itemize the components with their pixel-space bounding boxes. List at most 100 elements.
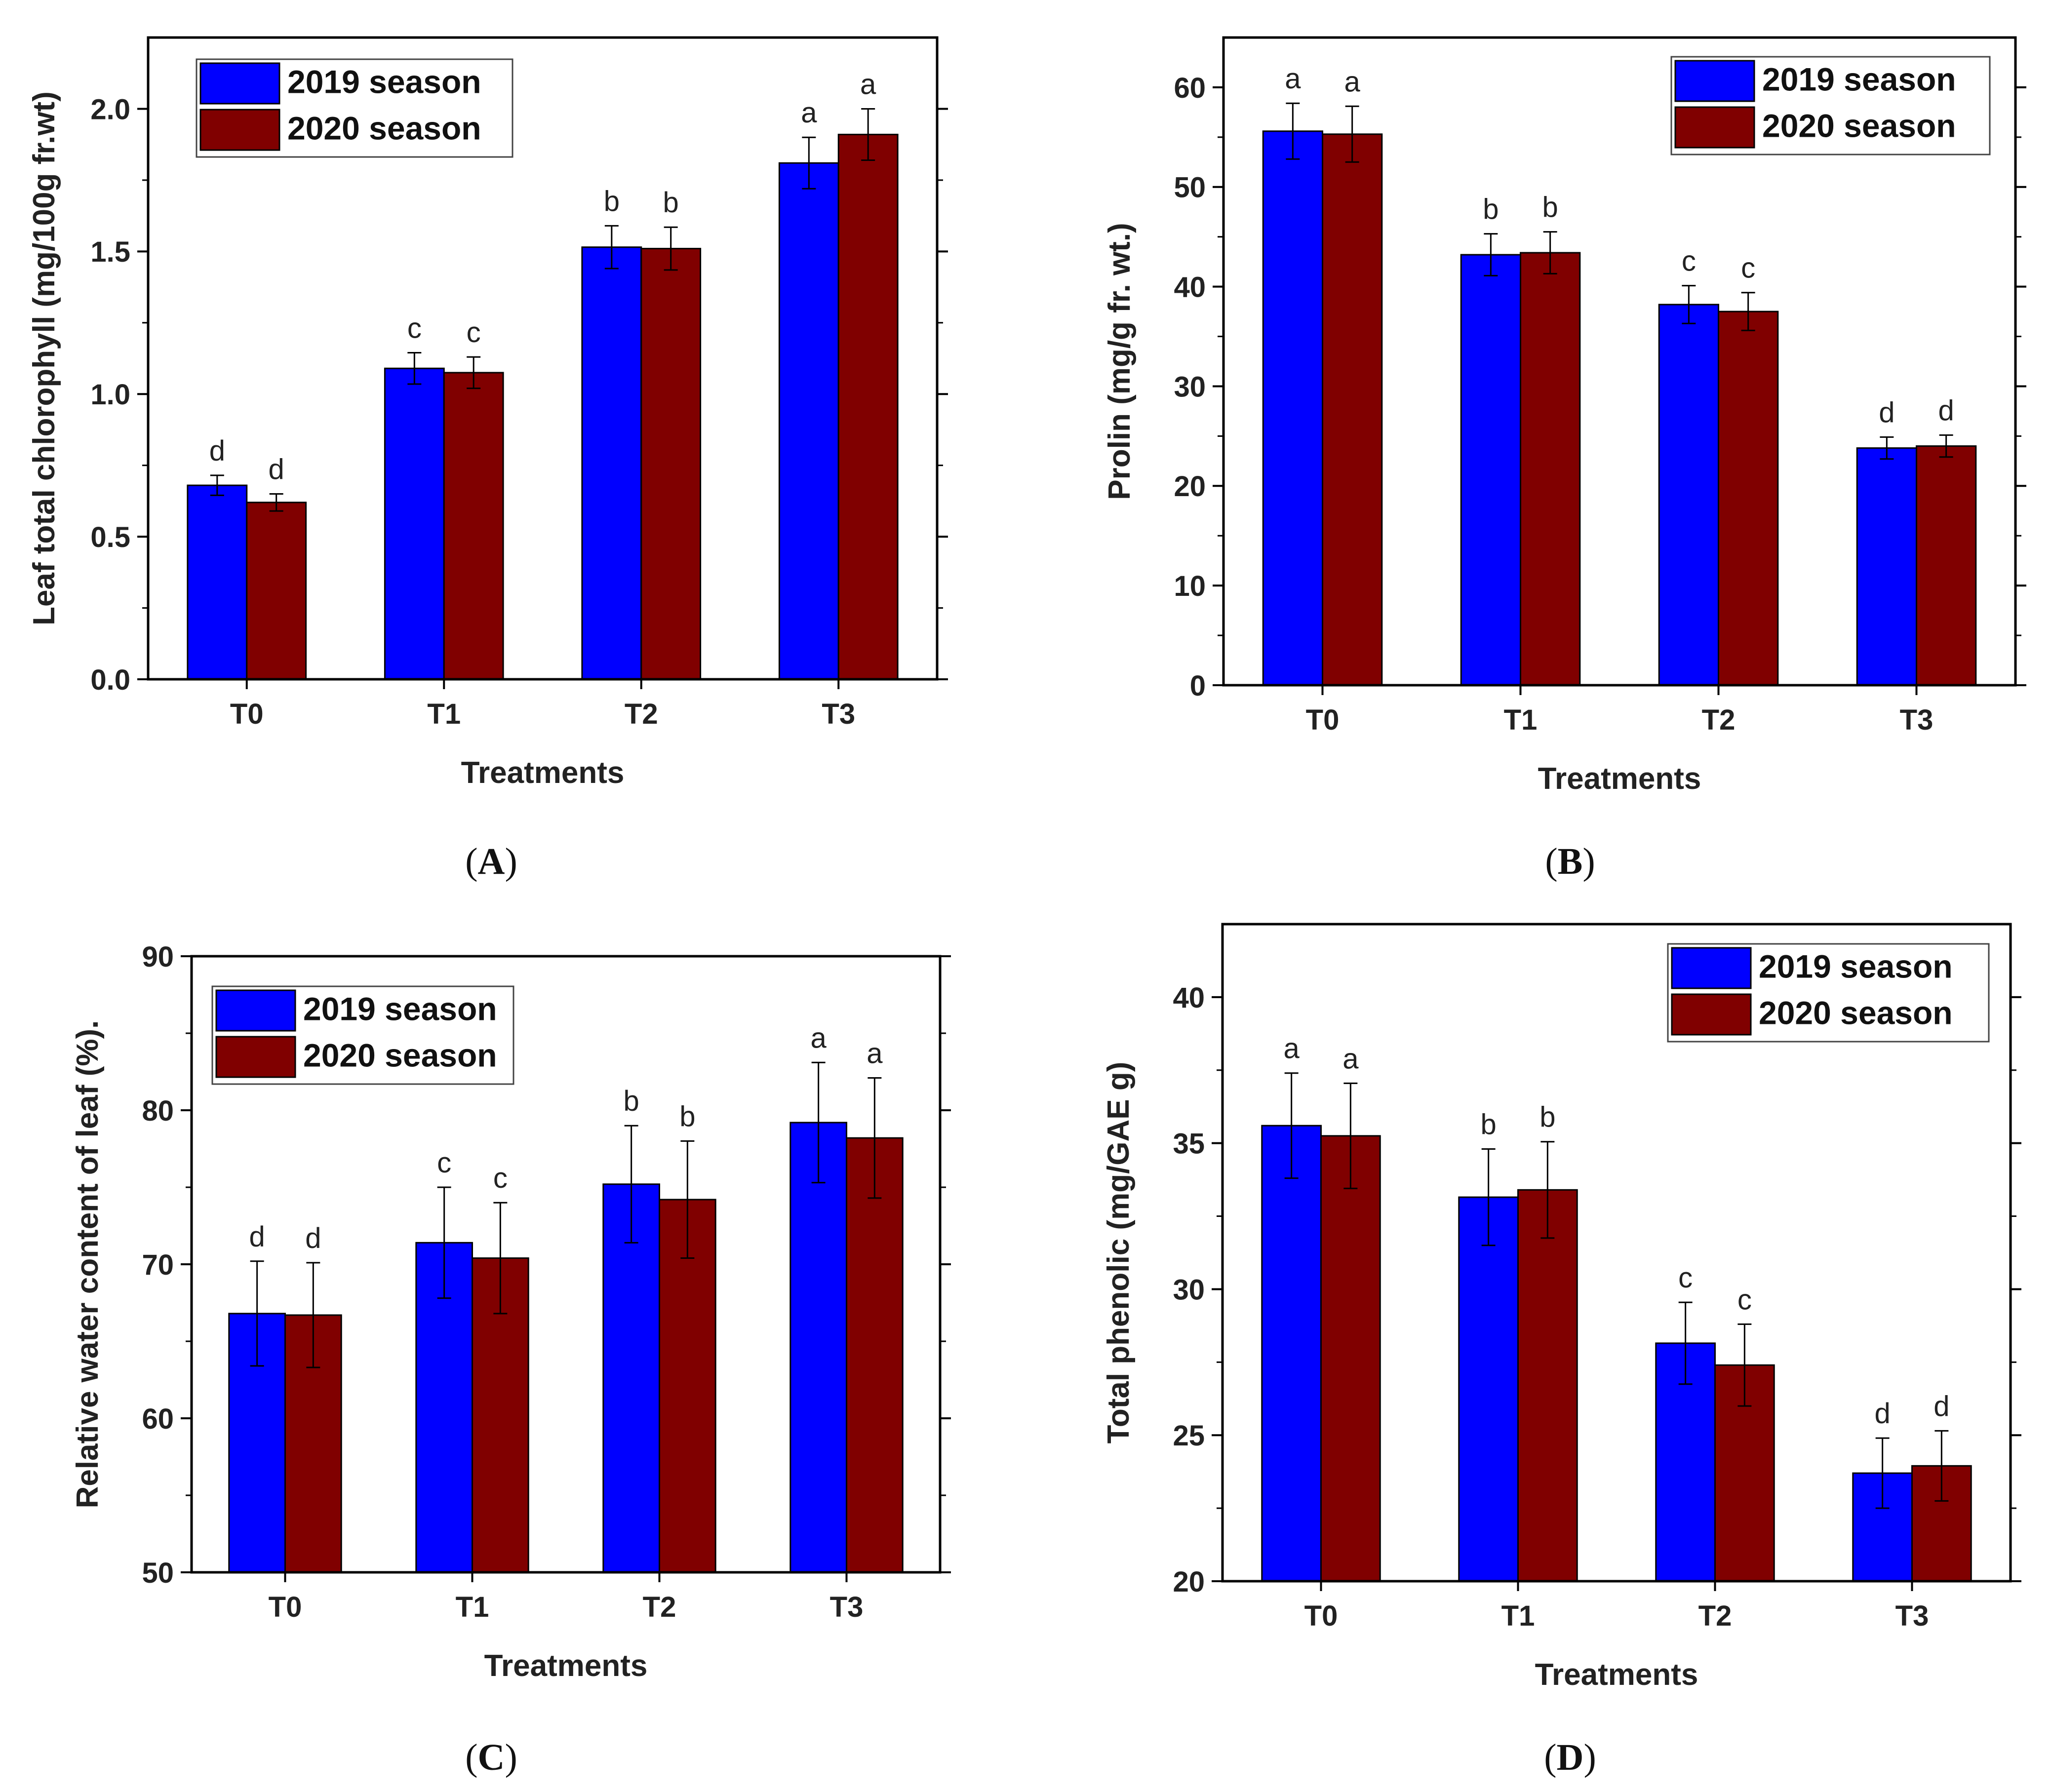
significance-letter: d: [1879, 396, 1894, 429]
y-axis-title: Total phenolic (mg/GAE g): [1102, 1062, 1136, 1444]
y-axis-title: Relative water content of leaf (%).: [71, 1020, 105, 1509]
x-tick-label: T1: [427, 698, 461, 730]
bar-a-t1-2020-season: [443, 372, 504, 680]
significance-letter: c: [1741, 252, 1755, 284]
chart-panel-d: a a T0 b b T1 c c T2 d d T3 20 25 30 35 40 Treatments Tota…: [1102, 923, 2021, 1778]
bar-b-t3-2019-season: [1856, 447, 1917, 686]
significance-letter: b: [624, 1085, 639, 1117]
chart-panel-a: d d T0 c c T1 b b T2 a a T3 0.0 0.5 1.0 1.5 2.0 Treatment…: [27, 36, 948, 882]
significance-letter: b: [1483, 194, 1499, 226]
significance-letter: a: [1284, 1033, 1300, 1065]
error-bar-a-t1-1: [467, 356, 481, 390]
bar-d-t0-2020-season: [1320, 1135, 1381, 1582]
significance-letter: a: [867, 1037, 883, 1069]
bar-b-t0-2019-season: [1262, 130, 1323, 686]
bar-a-t2-2020-season: [640, 248, 702, 680]
significance-letter: a: [811, 1022, 827, 1054]
bar-b-t2-2019-season: [1658, 304, 1719, 686]
y-tick-label: 30: [1174, 371, 1206, 403]
error-bar-a-t0-1: [269, 493, 283, 512]
significance-letter: a: [1344, 66, 1361, 98]
significance-letter: a: [801, 97, 817, 129]
significance-letter: d: [1875, 1398, 1891, 1430]
significance-letter: a: [1342, 1043, 1359, 1075]
x-tick-label: T2: [625, 698, 658, 730]
legend: 2019 season 2020 season: [1670, 56, 1991, 156]
significance-letter: d: [1938, 394, 1954, 427]
error-bar-b-t1-1: [1543, 231, 1557, 274]
plot-frame: [1221, 923, 2012, 1583]
y-tick-label: 35: [1173, 1128, 1205, 1160]
y-tick-label: 10: [1174, 570, 1206, 602]
x-tick-label: T3: [822, 698, 855, 730]
legend-swatch: [199, 62, 280, 105]
significance-letter: b: [1539, 1101, 1555, 1133]
panel-caption: (C): [465, 1737, 517, 1778]
significance-letter: d: [305, 1222, 321, 1254]
chart-panel-c: d d T0 c c T1 b b T2 a a T3 50 60 70 80 90 Treatments Rela…: [71, 941, 951, 1778]
y-axis-title: Leaf total chlorophyll (mg/100g fr.wt): [27, 91, 61, 625]
panel-caption: (B): [1545, 841, 1595, 882]
bar-a-t0-2020-season: [246, 502, 307, 680]
legend: 2019 season 2020 season: [211, 985, 514, 1085]
chart-panel-b: a a T0 b b T1 c c T2 d d T3 0 10 20 30 40 50 60 Treatments P…: [1103, 36, 2026, 882]
legend: 2019 season 2020 season: [196, 58, 513, 158]
y-tick-label: 40: [1173, 982, 1205, 1014]
legend-swatch: [1674, 106, 1755, 149]
significance-letter: c: [1682, 245, 1696, 277]
error-bar-c-t3-1: [868, 1077, 882, 1199]
error-bar-d-t3-1: [1934, 1430, 1949, 1502]
bar-d-t1-2020-season: [1517, 1189, 1578, 1582]
y-tick-label: 60: [1174, 72, 1206, 104]
error-bar-b-t2-1: [1741, 292, 1755, 331]
error-bar-a-t1-0: [407, 351, 422, 385]
significance-letter: c: [1678, 1262, 1693, 1294]
error-bar-c-t2-0: [624, 1125, 638, 1244]
error-bar-d-t2-1: [1737, 1323, 1752, 1407]
error-bar-a-t2-1: [664, 226, 678, 271]
x-tick-label: T1: [1504, 704, 1538, 736]
legend-swatch: [199, 109, 280, 151]
y-tick-label: 20: [1173, 1566, 1205, 1598]
legend-label: 2020 season: [287, 110, 481, 147]
plot-frame: [1222, 36, 2017, 687]
significance-letter: d: [209, 435, 225, 467]
significance-letter: b: [1481, 1108, 1497, 1140]
error-bar-c-t3-0: [811, 1061, 826, 1184]
x-axis-title: Treatments: [484, 1649, 648, 1683]
x-tick-label: T3: [1900, 704, 1934, 736]
bar-c-t3-2020-season: [846, 1137, 904, 1573]
bar-a-t1-2019-season: [384, 367, 445, 680]
error-bar-b-t2-0: [1682, 285, 1696, 324]
error-bar-d-t1-0: [1481, 1148, 1496, 1247]
legend-swatch: [1674, 60, 1755, 102]
y-tick-label: 20: [1174, 470, 1206, 503]
y-tick-label: 0.0: [90, 664, 130, 696]
error-bar-a-t2-0: [604, 225, 619, 270]
y-tick-label: 80: [142, 1095, 174, 1127]
error-bar-d-t0-1: [1343, 1082, 1358, 1189]
bar-b-t1-2020-season: [1520, 252, 1581, 686]
y-tick-label: 1.5: [90, 236, 130, 268]
legend-label: 2019 season: [287, 64, 481, 100]
plot-frame: [147, 36, 939, 681]
error-bar-d-t0-0: [1284, 1072, 1299, 1179]
x-tick-label: T2: [643, 1591, 676, 1623]
y-tick-label: 50: [142, 1557, 174, 1589]
x-tick-label: T2: [1702, 704, 1736, 736]
error-bar-c-t1-0: [437, 1186, 451, 1299]
bar-b-t0-2020-season: [1322, 133, 1383, 686]
error-bar-b-t1-0: [1484, 233, 1498, 276]
panel-caption: (A): [465, 841, 517, 882]
error-bar-a-t0-0: [210, 474, 224, 496]
significance-letter: d: [249, 1221, 265, 1253]
error-bar-c-t0-0: [250, 1260, 264, 1367]
x-axis-title: Treatments: [1538, 762, 1701, 796]
bar-a-t3-2019-season: [778, 162, 839, 680]
legend-label: 2020 season: [1759, 995, 1953, 1031]
y-tick-label: 70: [142, 1249, 174, 1281]
x-tick-label: T0: [1306, 704, 1340, 736]
legend-swatch: [215, 1036, 296, 1078]
significance-letter: a: [1285, 63, 1301, 95]
y-tick-label: 0.5: [90, 521, 130, 553]
